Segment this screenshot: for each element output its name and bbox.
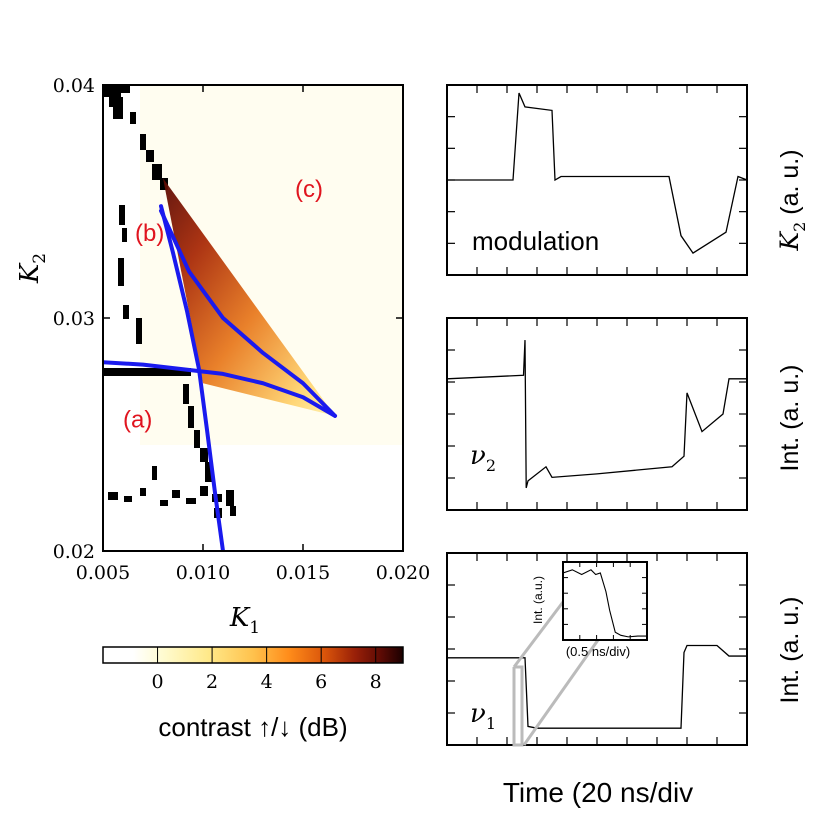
colorbar-tick-label: 6	[315, 671, 327, 693]
x-axis-label: K1	[229, 603, 260, 638]
heatmap-ticks: 0.005 0.010 0.015 0.020 0.02 0.03 0.04	[53, 75, 431, 584]
colorbar-tick-label: 2	[206, 671, 218, 693]
modulation-trace	[447, 92, 747, 254]
nu2-trace	[447, 340, 747, 489]
modulation-panel: modulation K2 (a. u.)	[446, 84, 809, 276]
bifurcation-curve	[103, 360, 337, 418]
nu2-panel: ν2 Int. (a. u.)	[446, 317, 804, 511]
colorbar: 0 2 4 6 8 contrast ↑/↓ (dB)	[102, 646, 404, 742]
nu1-ylabel: Int. (a. u.)	[776, 597, 804, 704]
inset-xlabel: (0.5 ns/div)	[566, 644, 630, 659]
heatmap-xtick-label: 0.015	[276, 562, 330, 584]
colorbar-label: contrast ↑/↓ (dB)	[158, 712, 347, 742]
inset-trace	[563, 569, 647, 638]
heatmap-ytick-label: 0.04	[53, 75, 95, 97]
contrast-wedge	[163, 178, 335, 416]
nu2-ticks	[447, 318, 747, 510]
region-labels: (a) (b) (c)	[123, 176, 323, 434]
region-label: (a)	[123, 407, 152, 434]
modulation-label: modulation	[472, 226, 599, 256]
inset-frame	[562, 561, 648, 641]
colorbar-gradient	[102, 646, 404, 664]
colorbar-tick-label: 4	[261, 671, 273, 693]
nu2-ylabel: Int. (a. u.)	[776, 365, 804, 472]
nu1-panel: Int. (a.u.) (0.5 ns/div) ν1 Int. (a. u.)…	[446, 552, 804, 808]
inset-ylabel: Int. (a.u.)	[531, 576, 545, 624]
colorbar-tick-label: 8	[370, 671, 382, 693]
region-label: (b)	[135, 220, 164, 247]
heatmap-ytick-label: 0.02	[53, 541, 95, 563]
colorbar-ticks: 0 2 4 6 8	[151, 647, 382, 693]
nu2-label: ν2	[470, 441, 496, 475]
nu2-frame	[446, 317, 748, 511]
heatmap-xtick-label: 0.010	[176, 562, 230, 584]
nu1-label: ν1	[470, 699, 496, 733]
inset-zoom-indicator	[512, 601, 600, 747]
heatmap-xtick-label: 0.005	[76, 562, 130, 584]
heatmap-ytick-label: 0.03	[53, 308, 95, 330]
modulation-ylabel: K2 (a. u.)	[775, 149, 809, 251]
heatmap-xtick-label: 0.020	[376, 562, 430, 584]
nu1-ticks	[447, 553, 747, 745]
colorbar-tick-label: 0	[151, 671, 163, 693]
region-label: (c)	[295, 176, 323, 203]
y-axis-label: K2	[15, 253, 50, 284]
bifurcation-curve	[159, 208, 337, 418]
nu1-trace	[447, 644, 747, 729]
inset-ticks	[563, 562, 647, 640]
time-axis-label: Time (20 ns/div	[503, 777, 693, 808]
bifurcation-curves	[103, 204, 337, 551]
